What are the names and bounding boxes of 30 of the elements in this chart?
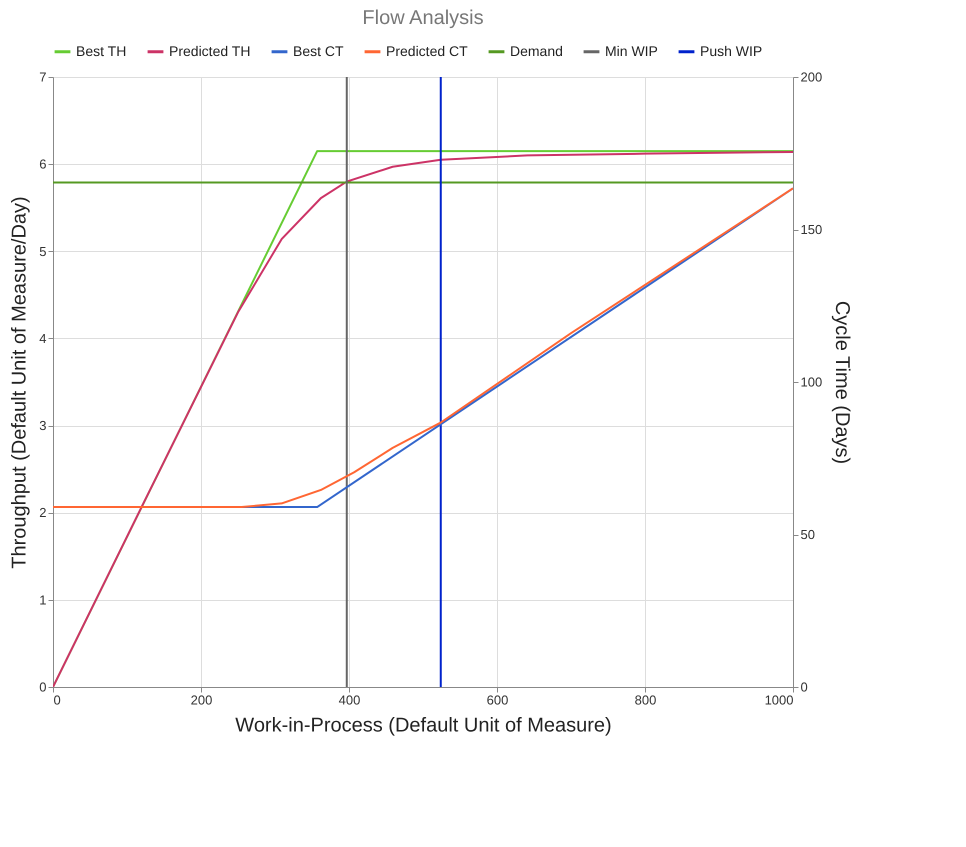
y-tick-label: 0 [39,680,46,694]
x-axis-title: Work-in-Process (Default Unit of Measure) [235,714,612,736]
x-tick-label: 1000 [764,692,794,708]
legend-label: Demand [510,42,563,59]
y2-axis-title: Cycle Time (Days) [831,300,854,464]
x-tick-label: 600 [486,692,508,708]
y2-tick-label: 150 [800,222,822,237]
legend-label: Predicted CT [386,42,468,59]
y2-tick-label: 100 [800,374,822,390]
y2-tick-label: 0 [800,680,808,694]
x-tick-label: 800 [634,692,656,708]
y-tick-label: 5 [39,244,46,259]
y-tick-label: 6 [39,156,46,172]
y2-tick-label: 50 [800,527,815,542]
x-tick-label: 400 [338,692,360,708]
x-tick-label: 0 [54,692,61,708]
legend-label: Best CT [293,42,344,59]
legend-label: Min WIP [605,42,658,59]
y-tick-label: 1 [39,592,46,608]
chart-title: Flow Analysis [362,7,484,29]
y-axis-title: Throughput (Default Unit of Measure/Day) [8,196,30,569]
y-tick-label: 7 [39,70,46,84]
x-tick-label: 200 [190,692,212,708]
y-tick-label: 3 [39,418,46,434]
y-tick-label: 2 [39,505,46,520]
legend-label: Best TH [76,42,126,59]
legend-label: Predicted TH [169,42,250,59]
legend-label: Push WIP [700,42,762,59]
y-tick-label: 4 [39,330,46,346]
y2-tick-label: 200 [800,70,822,84]
